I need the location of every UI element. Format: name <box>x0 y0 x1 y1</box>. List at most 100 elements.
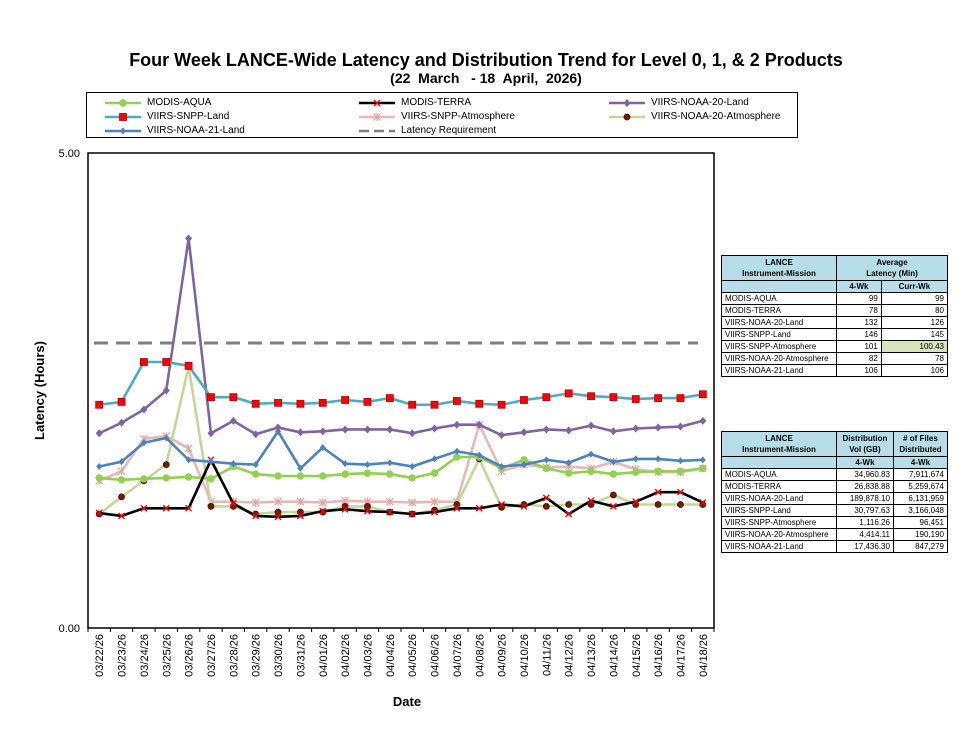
row-instrument-name: MODIS-AQUA <box>721 468 837 481</box>
data-point <box>565 501 573 508</box>
data-point <box>117 397 126 406</box>
table-row: MODIS-AQUA 99 99 <box>721 292 949 305</box>
distribution-table-body: MODIS-AQUA 34,960.83 7,911,674 MODIS-TERRA 2… <box>721 468 949 553</box>
row-distribution-volume: 26,838.88 <box>836 480 894 493</box>
x-tick-label: 04/01/26 <box>318 634 330 677</box>
data-point <box>408 498 417 507</box>
x-tick-label: 04/11/26 <box>541 634 553 676</box>
data-point <box>162 358 171 366</box>
data-point <box>207 429 215 438</box>
row-latency-4wk: 82 <box>836 352 882 365</box>
row-instrument-name: VIIRS-NOAA-20-Land <box>721 492 837 505</box>
x-tick-label: 04/18/26 <box>698 634 710 677</box>
legend-label: MODIS-TERRA <box>401 97 471 108</box>
data-point <box>341 425 349 434</box>
data-point <box>431 508 439 516</box>
data-point <box>609 502 617 510</box>
data-point <box>162 504 170 512</box>
data-point <box>430 497 439 506</box>
data-point <box>542 502 550 510</box>
data-point <box>453 504 461 512</box>
data-point <box>609 470 618 478</box>
row-files-distributed: 96,451 <box>892 516 949 529</box>
series-line <box>99 458 704 519</box>
data-point <box>184 473 193 481</box>
dist-table-header-instrument: LANCE Instrument-Mission <box>721 431 837 457</box>
row-files-distributed: 7,911,674 <box>892 468 949 481</box>
row-latency-4wk: 132 <box>836 316 882 329</box>
row-instrument-name: VIIRS-NOAA-20-Atmosphere <box>721 352 837 365</box>
table-row: MODIS-AQUA 34,960.83 7,911,674 <box>721 468 949 481</box>
row-instrument-name: VIIRS-NOAA-21-Land <box>721 364 837 377</box>
row-instrument-name: MODIS-AQUA <box>721 292 837 305</box>
data-point <box>319 427 327 436</box>
data-point <box>699 456 706 464</box>
series-line <box>98 237 704 437</box>
row-latency-4wk: 146 <box>836 328 882 341</box>
data-point <box>252 512 260 520</box>
data-point <box>96 463 103 470</box>
legend-label: MODIS-AQUA <box>147 97 212 108</box>
x-tick-label: 04/13/26 <box>586 634 598 677</box>
data-point <box>543 456 550 464</box>
data-point <box>565 459 572 467</box>
data-point <box>207 475 215 483</box>
data-point <box>655 455 662 463</box>
x-tick-label: 03/31/26 <box>295 634 307 677</box>
row-instrument-name: VIIRS-SNPP-Atmosphere <box>721 340 837 353</box>
data-point <box>452 397 461 405</box>
data-point <box>587 392 595 401</box>
legend-label: VIIRS-NOAA-20-Atmosphere <box>651 111 781 122</box>
data-point <box>364 461 371 469</box>
data-point <box>386 425 394 434</box>
data-point <box>319 472 327 480</box>
data-point <box>623 99 631 107</box>
row-distribution-volume: 17,436.30 <box>836 540 894 553</box>
row-files-distributed: 847,279 <box>892 540 949 553</box>
data-point <box>118 512 126 520</box>
data-point <box>274 398 282 407</box>
series-viirs-noaa-20-land <box>95 234 707 440</box>
row-files-distributed: 190,190 <box>892 528 949 541</box>
data-point <box>296 497 305 506</box>
dist-table-subheader-blank <box>721 456 837 469</box>
data-point <box>118 458 125 466</box>
table-row: VIIRS-SNPP-Land 146 145 <box>721 328 949 341</box>
dist-table-header-volume: Distribution Vol (GB) <box>836 431 894 457</box>
data-point <box>363 469 372 477</box>
row-latency-4wk: 99 <box>836 292 882 305</box>
data-point <box>363 507 371 515</box>
data-point <box>318 498 327 507</box>
data-point <box>631 395 640 403</box>
x-tick-label: 03/27/26 <box>206 634 218 677</box>
data-point <box>520 502 528 510</box>
row-distribution-volume: 189,878.10 <box>836 492 894 505</box>
data-point <box>185 234 193 243</box>
row-instrument-name: MODIS-TERRA <box>721 304 837 317</box>
data-point <box>118 493 125 501</box>
latency-table-header-instrument: LANCE Instrument-Mission <box>721 255 837 281</box>
data-point <box>162 474 170 482</box>
data-point <box>654 467 662 475</box>
dist-table-subheader-files-4wk: 4-Wk <box>892 456 949 469</box>
data-point <box>251 470 260 478</box>
data-point <box>609 393 618 402</box>
data-point <box>274 508 282 516</box>
x-tick-label: 03/23/26 <box>117 634 129 677</box>
row-latency-currwk: 145 <box>880 328 949 341</box>
data-point <box>162 461 170 469</box>
data-point <box>677 501 684 508</box>
row-instrument-name: VIIRS-NOAA-20-Land <box>721 316 837 329</box>
data-point <box>117 476 126 484</box>
row-instrument-name: VIIRS-SNPP-Land <box>721 504 837 517</box>
data-point <box>498 431 506 440</box>
table-row: MODIS-TERRA 78 80 <box>721 304 949 317</box>
data-point <box>373 99 381 107</box>
x-tick-label: 04/03/26 <box>362 634 374 677</box>
series-viirs-noaa-21-land <box>96 427 706 472</box>
legend-label: VIIRS-SNPP-Atmosphere <box>401 111 515 122</box>
data-point <box>542 464 551 473</box>
data-point <box>654 394 663 403</box>
data-point <box>520 396 528 404</box>
data-point <box>140 439 147 447</box>
